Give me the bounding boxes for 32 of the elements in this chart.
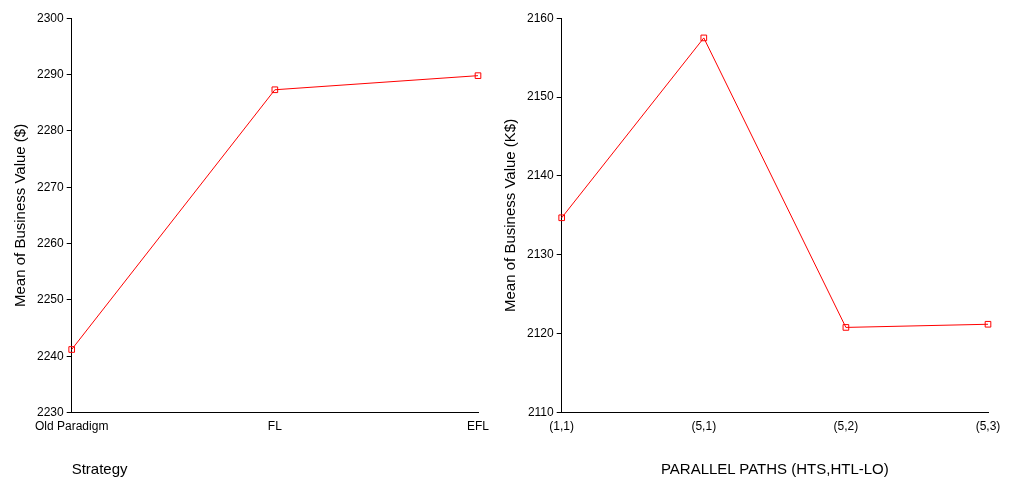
x-tick-label: (5,1)	[691, 419, 717, 434]
y-tick-label: 2120	[526, 326, 555, 341]
y-axis-title: Mean of Business Value ($)	[11, 123, 29, 307]
y-tick-label: 2280	[36, 123, 65, 138]
x-tick-label: FL	[267, 419, 283, 434]
y-tick-label: 2270	[36, 179, 65, 194]
y-tick-label: 2150	[526, 89, 555, 104]
x-tick-label: EFL	[466, 419, 490, 434]
y-tick-label: 2230	[36, 404, 65, 419]
point	[842, 324, 850, 331]
x-tick-label: (5,3)	[975, 419, 1001, 434]
point	[271, 86, 279, 94]
x-axis-title: Strategy	[71, 460, 129, 478]
y-tick-label: 2260	[36, 235, 65, 250]
x-axis-title: PARALLEL PATHS (HTS,HTL-LO)	[660, 460, 889, 478]
y-tick-label: 2130	[526, 247, 555, 262]
x-tick-label: (1,1)	[549, 419, 575, 434]
y-tick-label: 2300	[36, 10, 65, 25]
point	[984, 320, 992, 328]
y-tick-label: 2240	[36, 348, 65, 363]
x-tick-label: (5,2)	[833, 419, 859, 434]
y-tick-label: 2250	[36, 292, 65, 307]
y-axis-title: Mean of Business Value (K$)	[501, 118, 519, 312]
y-tick-label: 2110	[527, 404, 555, 419]
y-tick-label: 2140	[526, 168, 555, 183]
point	[558, 214, 566, 222]
point	[68, 346, 76, 353]
point	[474, 72, 482, 79]
y-tick-label: 2290	[36, 66, 65, 81]
x-tick-label: Old Paradigm	[35, 419, 109, 434]
point	[700, 34, 708, 42]
y-tick-label: 2160	[526, 10, 555, 25]
